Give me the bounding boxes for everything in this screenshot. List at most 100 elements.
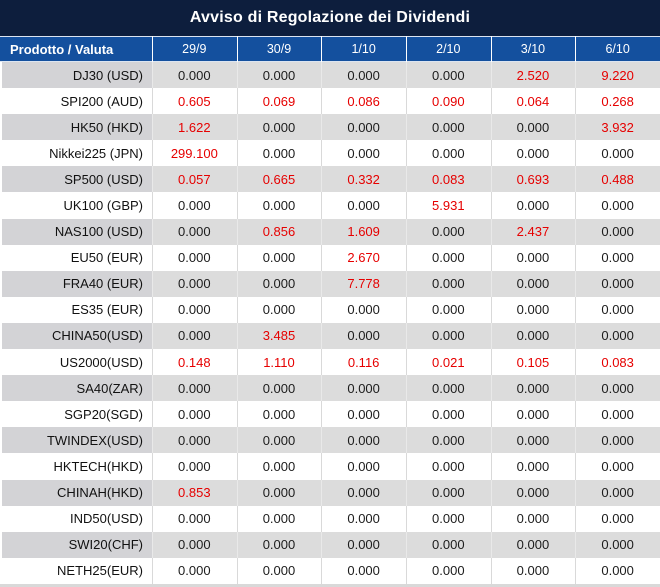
value-cell: 0.000	[405, 479, 491, 506]
value-cell: 0.000	[490, 140, 576, 167]
product-cell: SPI200 (AUD)	[0, 88, 152, 115]
table-row: HKTECH(HKD) 0.000 0.000 0.000 0.000 0.000 0.00…	[0, 453, 660, 480]
value-cell: 0.000	[321, 531, 406, 558]
product-cell: EU50 (EUR)	[0, 244, 152, 271]
value-cell: 0.000	[236, 505, 322, 532]
value-cell: 0.000	[405, 270, 491, 297]
value-cell: 0.000	[321, 192, 406, 219]
value-cell: 0.000	[405, 505, 491, 532]
value-cell: 0.000	[490, 270, 576, 297]
value-cell: 0.000	[405, 453, 491, 480]
table-row: US2000(USD) 0.148 1.110 0.116 0.021 0.105 0.08…	[0, 349, 660, 376]
value-cell: 0.000	[236, 427, 322, 454]
table-row: IND50(USD) 0.000 0.000 0.000 0.000 0.000 0.000	[0, 505, 660, 532]
table-row: Nikkei225 (JPN) 299.100 0.000 0.000 0.000 0.0…	[0, 140, 660, 167]
value-cell: 0.000	[321, 401, 406, 428]
value-cell: 0.000	[152, 401, 237, 428]
value-cell: 2.520	[490, 62, 576, 89]
value-cell: 1.110	[236, 349, 322, 376]
value-cell: 0.000	[236, 557, 322, 584]
value-cell: 0.000	[321, 427, 406, 454]
value-cell: 0.000	[236, 531, 322, 558]
product-cell: Nikkei225 (JPN)	[0, 140, 152, 167]
product-cell: NETH25(EUR)	[0, 557, 152, 584]
value-cell: 0.000	[405, 557, 491, 584]
value-cell: 0.000	[575, 557, 660, 584]
value-cell: 0.000	[575, 322, 660, 350]
value-cell: 0.000	[405, 427, 491, 454]
table-row: FRA40 (EUR) 0.000 0.000 7.778 0.000 0.000 0.00…	[0, 270, 660, 297]
value-cell: 7.778	[321, 270, 406, 297]
value-cell: 0.000	[575, 479, 660, 506]
value-cell: 0.000	[152, 244, 237, 271]
value-cell: 0.057	[152, 166, 237, 193]
value-cell: 0.000	[321, 114, 406, 141]
value-cell: 0.090	[405, 88, 491, 115]
product-cell: US2000(USD)	[0, 349, 152, 376]
product-cell: CHINAH(HKD)	[0, 479, 152, 506]
value-cell: 0.000	[575, 192, 660, 219]
value-cell: 0.069	[236, 88, 322, 115]
value-cell: 0.000	[152, 557, 237, 584]
value-cell: 0.086	[321, 88, 406, 115]
value-cell: 0.000	[575, 505, 660, 532]
value-cell: 0.000	[490, 505, 576, 532]
value-cell: 0.000	[490, 296, 576, 323]
value-cell: 0.000	[152, 427, 237, 454]
value-cell: 0.000	[321, 322, 406, 350]
value-cell: 0.000	[405, 322, 491, 350]
value-cell: 0.116	[321, 349, 406, 376]
value-cell: 0.000	[236, 375, 322, 402]
value-cell: 2.670	[321, 244, 406, 271]
value-cell: 0.021	[405, 349, 491, 376]
table-row: NAS100 (USD) 0.000 0.856 1.609 0.000 2.437 0.0…	[0, 218, 660, 245]
value-cell: 0.856	[236, 218, 322, 245]
col-header-date: 6/10	[575, 36, 660, 62]
value-cell: 0.268	[575, 88, 660, 115]
value-cell: 0.853	[152, 479, 237, 506]
value-cell: 0.000	[152, 62, 237, 89]
table-row: NETH25(EUR) 0.000 0.000 0.000 0.000 0.000 0.00…	[0, 557, 660, 584]
value-cell: 0.000	[405, 401, 491, 428]
value-cell: 0.000	[152, 296, 237, 323]
value-cell: 0.000	[152, 375, 237, 402]
value-cell: 0.000	[575, 427, 660, 454]
value-cell: 0.605	[152, 88, 237, 115]
value-cell: 0.000	[490, 192, 576, 219]
value-cell: 0.000	[236, 453, 322, 480]
product-cell: SGP20(SGD)	[0, 401, 152, 428]
page-title: Avviso di Regolazione dei Dividendi	[189, 9, 471, 26]
product-cell: TWINDEX(USD)	[0, 427, 152, 454]
value-cell: 0.000	[152, 531, 237, 558]
value-cell: 0.000	[321, 453, 406, 480]
table-row: ES35 (EUR) 0.000 0.000 0.000 0.000 0.000 0.000	[0, 296, 660, 323]
value-cell: 0.000	[152, 192, 237, 219]
table-row: SA40(ZAR) 0.000 0.000 0.000 0.000 0.000 0.000	[0, 375, 660, 402]
col-header-date: 1/10	[321, 36, 406, 62]
value-cell: 0.000	[236, 244, 322, 271]
table-row: EU50 (EUR) 0.000 0.000 2.670 0.000 0.000 0.000	[0, 244, 660, 271]
col-header-date: 30/9	[236, 36, 322, 62]
title-bar: Avviso di Regolazione dei Dividendi	[0, 0, 660, 36]
value-cell: 0.000	[490, 427, 576, 454]
value-cell: 0.000	[405, 296, 491, 323]
value-cell: 0.000	[575, 296, 660, 323]
table-row: HK50 (HKD) 1.622 0.000 0.000 0.000 0.000 3.932	[0, 114, 660, 141]
value-cell: 0.105	[490, 349, 576, 376]
product-cell: IND50(USD)	[0, 505, 152, 532]
table-row: SP500 (USD) 0.057 0.665 0.332 0.083 0.693 0.48…	[0, 166, 660, 193]
value-cell: 0.000	[575, 140, 660, 167]
header-row: Prodotto / Valuta 29/9 30/9 1/10 2/10 3/10 6/…	[0, 36, 660, 62]
value-cell: 0.148	[152, 349, 237, 376]
dividends-table: Prodotto / Valuta 29/9 30/9 1/10 2/10 3/10 6/…	[0, 36, 660, 584]
value-cell: 0.000	[575, 218, 660, 245]
value-cell: 0.000	[575, 531, 660, 558]
value-cell: 0.000	[490, 244, 576, 271]
col-header-product: Prodotto / Valuta	[0, 36, 152, 62]
value-cell: 0.332	[321, 166, 406, 193]
value-cell: 0.000	[152, 453, 237, 480]
value-cell: 3.485	[236, 322, 322, 350]
value-cell: 0.000	[321, 557, 406, 584]
value-cell: 0.000	[405, 62, 491, 89]
value-cell: 0.000	[321, 62, 406, 89]
